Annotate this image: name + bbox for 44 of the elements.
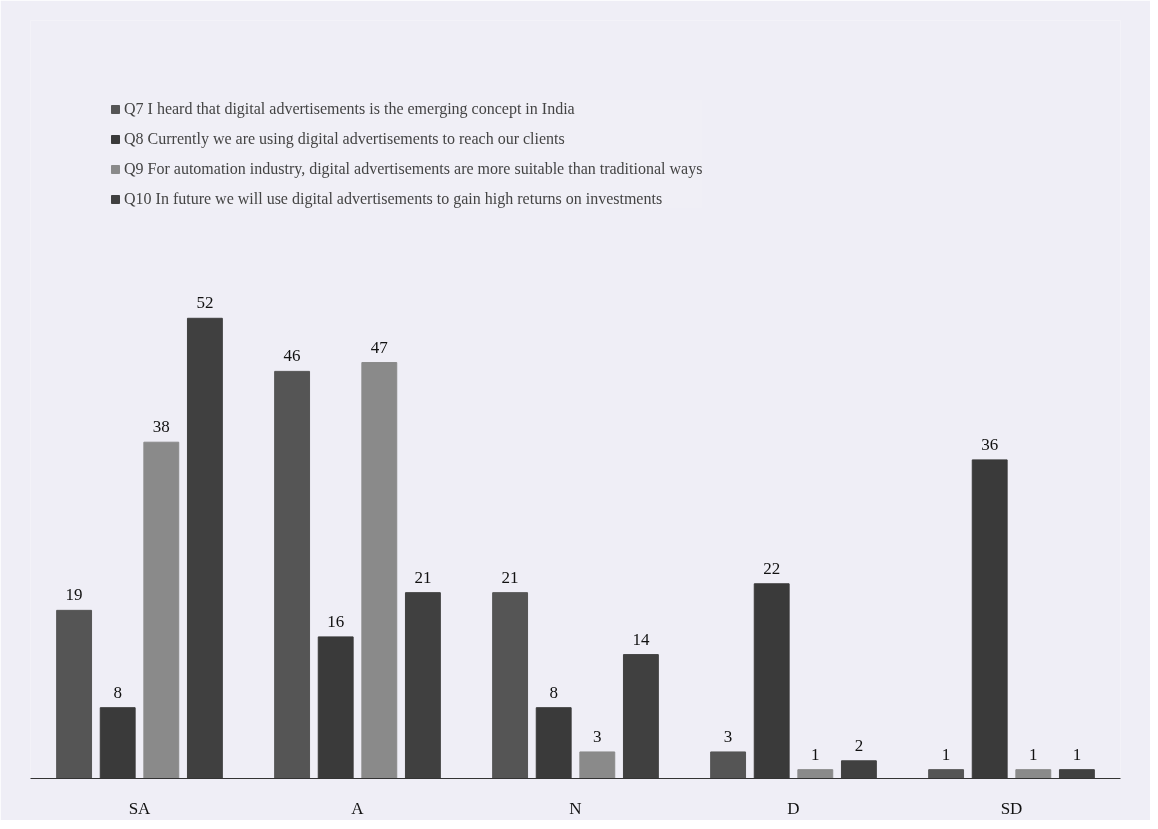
x-tick-label: D bbox=[787, 798, 800, 818]
data-label: 47 bbox=[370, 337, 389, 357]
x-tick-label: N bbox=[569, 798, 582, 818]
bar bbox=[186, 317, 223, 779]
data-label: 16 bbox=[327, 611, 345, 631]
x-tick-label: SA bbox=[128, 798, 152, 818]
bar bbox=[622, 654, 659, 779]
legend-label: Q8 Currently we are using digital advertisements to reach our clients bbox=[124, 130, 565, 148]
data-label: 19 bbox=[65, 585, 83, 605]
bar bbox=[1015, 769, 1052, 779]
legend-label: Q7 I heard that digital advertisements is the emerging concept in India bbox=[124, 100, 575, 118]
bar bbox=[143, 441, 180, 779]
bar bbox=[928, 769, 965, 779]
data-label: 22 bbox=[763, 558, 781, 578]
bar bbox=[274, 370, 311, 779]
bar bbox=[579, 751, 616, 779]
data-label: 38 bbox=[152, 417, 170, 437]
x-tick-label: SD bbox=[1000, 798, 1023, 818]
bar bbox=[56, 609, 93, 779]
x-tick-label: A bbox=[351, 798, 365, 818]
data-label: 46 bbox=[283, 346, 301, 366]
legend-label: Q10 In future we will use digital advertisements to gain high returns on investments bbox=[124, 190, 663, 208]
legend-label: Q9 For automation industry, digital advertisements are more suitable than traditional ways bbox=[124, 160, 703, 178]
data-label: 21 bbox=[414, 567, 432, 587]
data-label: 3 bbox=[723, 726, 733, 746]
data-label: 8 bbox=[113, 682, 122, 702]
data-label: 8 bbox=[549, 682, 558, 702]
data-label: 2 bbox=[854, 735, 864, 755]
bar bbox=[797, 769, 834, 779]
data-label: 1 bbox=[941, 744, 951, 764]
bar bbox=[840, 760, 877, 779]
data-label: 1 bbox=[1072, 744, 1082, 764]
data-label: 14 bbox=[632, 629, 650, 649]
bar bbox=[361, 362, 398, 779]
data-label: 21 bbox=[501, 567, 519, 587]
data-label: 1 bbox=[1029, 744, 1038, 764]
bar bbox=[710, 751, 747, 779]
data-label: 36 bbox=[981, 434, 999, 454]
bar bbox=[492, 592, 529, 779]
bar bbox=[1058, 769, 1095, 779]
data-label: 3 bbox=[593, 726, 602, 746]
data-label: 52 bbox=[196, 293, 214, 313]
bar bbox=[404, 592, 441, 779]
data-label: 1 bbox=[811, 744, 820, 764]
